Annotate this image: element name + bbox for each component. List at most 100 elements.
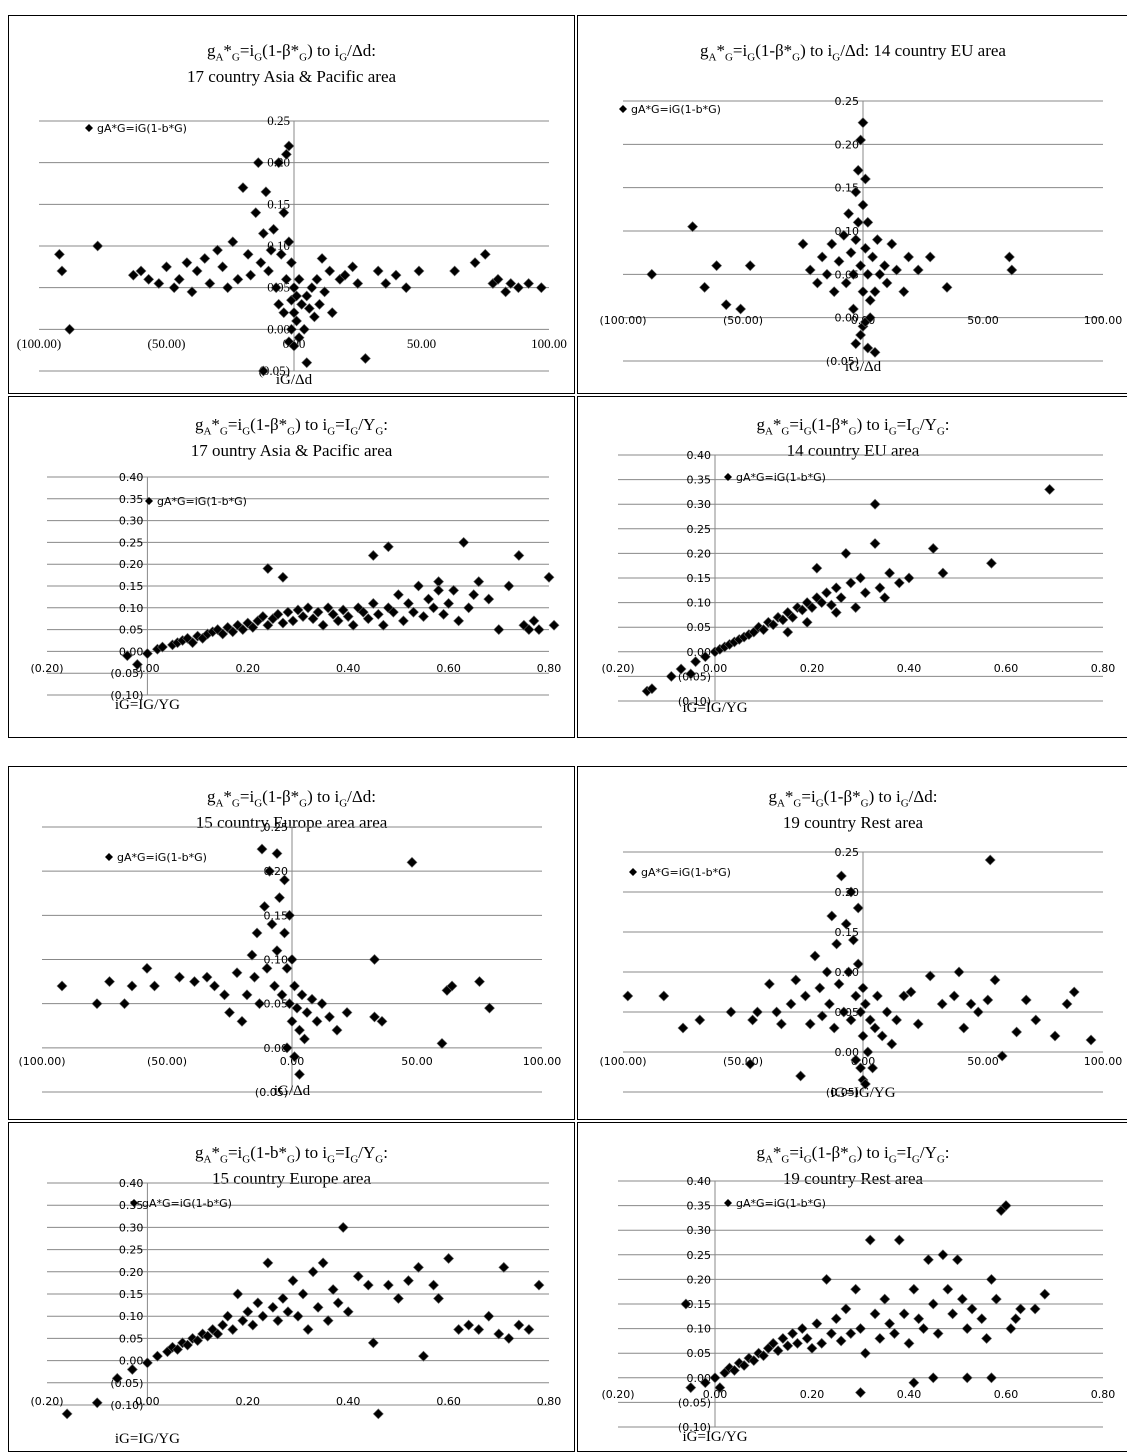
data-point: [852, 958, 864, 970]
data-point: [268, 223, 280, 235]
data-point: [111, 1372, 123, 1384]
data-point: [269, 980, 280, 992]
legend-marker: [85, 124, 93, 132]
data-point: [443, 1253, 455, 1264]
scatter-plot-1: (0.05)0.000.050.100.150.200.25(100.00)(5…: [17, 113, 567, 388]
data-point: [881, 1006, 893, 1018]
data-point: [227, 1324, 239, 1335]
legend-marker: [724, 1199, 732, 1207]
data-point: [292, 1310, 304, 1322]
data-point: [294, 1024, 305, 1036]
x-tick-label: 0.80: [1091, 1388, 1116, 1401]
data-point: [942, 1283, 954, 1295]
data-point: [857, 117, 869, 129]
legend-label: gA*G=iG(1-b*G): [736, 471, 826, 484]
data-point: [286, 257, 297, 269]
data-point: [403, 598, 414, 609]
data-point: [436, 1037, 448, 1049]
x-axis-label: iG/Δd: [274, 1083, 311, 1099]
data-point: [855, 1387, 866, 1398]
data-point: [92, 240, 104, 252]
data-point: [61, 1408, 73, 1420]
data-point: [428, 1279, 439, 1291]
data-point: [830, 607, 842, 618]
chart-subtitle-1: 17 country Asia & Pacific area: [186, 67, 397, 87]
data-point: [699, 1377, 711, 1389]
data-point: [884, 1318, 896, 1330]
data-point: [918, 1323, 929, 1335]
data-point: [282, 606, 294, 618]
data-point: [937, 567, 949, 579]
y-tick-label: 0.20: [835, 138, 860, 151]
x-tick-label: 0.80: [537, 1395, 562, 1408]
legend-marker: [619, 105, 627, 113]
data-point: [881, 277, 893, 289]
x-tick-label: 100.00: [1084, 1055, 1123, 1068]
data-point: [857, 286, 869, 298]
data-point: [927, 1298, 939, 1310]
data-point: [1044, 484, 1056, 495]
y-tick-label: 0.30: [119, 1221, 144, 1234]
data-point: [251, 927, 263, 939]
data-point: [376, 1015, 388, 1027]
y-tick-label: 0.40: [687, 449, 712, 462]
data-point: [322, 1315, 334, 1327]
data-point: [838, 229, 850, 241]
data-point: [941, 281, 953, 293]
x-tick-label: (50.00): [147, 1055, 187, 1068]
data-point: [264, 865, 275, 877]
data-point: [864, 1234, 876, 1246]
data-point: [876, 1030, 888, 1042]
data-point: [367, 550, 379, 561]
data-point: [189, 976, 200, 988]
data-point: [53, 248, 65, 260]
data-point: [56, 980, 68, 992]
x-tick-label: (0.20): [601, 1388, 634, 1401]
data-point: [413, 1261, 424, 1273]
data-point: [222, 1310, 234, 1322]
data-point: [245, 269, 257, 281]
data-point: [1003, 251, 1015, 263]
y-tick-label: 0.25: [264, 821, 289, 834]
x-tick-label: 50.00: [401, 1055, 433, 1068]
chart-title-6: gA*G=iG(1-β*G) to iG/Δd: 19 country Rest …: [768, 787, 938, 833]
data-point: [867, 251, 879, 263]
data-point: [342, 611, 354, 622]
data-point: [362, 613, 374, 625]
data-point: [533, 1279, 545, 1291]
data-point: [352, 1270, 364, 1282]
data-point: [283, 140, 295, 152]
data-point: [680, 1298, 692, 1310]
data-point: [816, 1337, 828, 1349]
data-point: [186, 286, 198, 298]
data-point: [503, 580, 515, 592]
data-point: [767, 1337, 779, 1349]
data-point: [903, 572, 915, 584]
y-tick-label: 0.10: [264, 954, 289, 967]
data-point: [996, 1050, 1008, 1062]
data-point: [1000, 1200, 1012, 1212]
x-tick-label: (0.20): [30, 1395, 63, 1408]
data-point: [835, 870, 847, 882]
data-point: [871, 234, 883, 246]
y-tick-label: 0.05: [687, 1347, 712, 1360]
data-point: [237, 624, 249, 636]
data-point: [438, 608, 450, 620]
y-tick-label: 0.05: [119, 624, 144, 637]
data-point: [270, 282, 282, 294]
data-point: [922, 1254, 934, 1266]
data-point: [775, 1018, 787, 1030]
data-point: [816, 597, 828, 609]
chart-panel-6: gA*G=iG(1-β*G) to iG/Δd: 19 country Rest …: [577, 766, 1127, 1120]
data-point: [869, 538, 881, 549]
data-point: [801, 616, 813, 628]
data-point: [826, 910, 838, 922]
y-tick-label: 0.15: [264, 909, 289, 922]
data-point: [908, 1377, 920, 1389]
data-point: [319, 286, 331, 298]
data-point: [513, 550, 525, 561]
data-point: [337, 1221, 349, 1233]
data-point: [782, 1340, 794, 1352]
y-tick-label: 0.25: [687, 1249, 712, 1262]
data-point: [341, 1007, 353, 1018]
